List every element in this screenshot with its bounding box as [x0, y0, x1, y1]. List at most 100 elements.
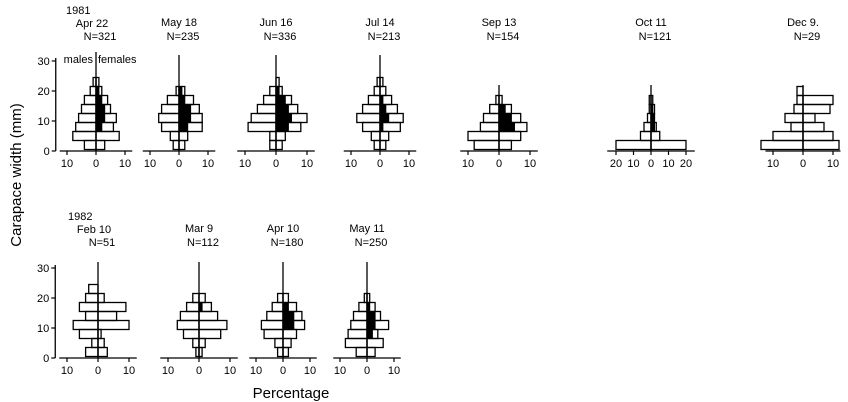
female-bar [282, 328, 298, 340]
year-label: 1982 [68, 211, 92, 223]
x-tick-label: 10 [202, 158, 214, 170]
n-label: N=121 [639, 31, 672, 43]
x-tick-label: 10 [767, 158, 779, 170]
x-tick-label: 10 [61, 158, 73, 170]
female-bar [366, 337, 384, 349]
histogram-panel: 10 0 10 Jun 16 N=336 [237, 17, 315, 170]
male-bar [182, 328, 200, 340]
female-bar [802, 103, 831, 115]
x-tick-label: 0 [800, 158, 806, 170]
y-tick-label: 0 [44, 146, 50, 158]
male-bar [192, 292, 200, 304]
female-berried-bar [178, 122, 189, 132]
x-tick-label: 10 [627, 158, 639, 170]
x-tick-label: 0 [273, 158, 279, 170]
male-bar [88, 283, 99, 295]
x-tick-label: 10 [403, 158, 415, 170]
histogram-panel: 10 0 10 Sep 13 N=154 [460, 17, 538, 170]
male-bar [266, 310, 284, 322]
year-label: 1981 [66, 5, 90, 17]
female-bar [802, 130, 834, 142]
y-tick-label: 10 [37, 323, 49, 335]
male-bar [166, 94, 180, 106]
male-bar [356, 112, 381, 124]
male-bar [790, 121, 804, 133]
male-bar [358, 301, 368, 313]
x-tick-label: 10 [462, 158, 474, 170]
female-berried-bar [498, 122, 515, 132]
male-bar [250, 112, 277, 124]
n-label: N=112 [187, 237, 219, 249]
x-tick-label: 10 [162, 365, 174, 377]
x-tick-label: 10 [224, 365, 236, 377]
x-tick-label: 10 [119, 158, 131, 170]
female-bar [97, 337, 105, 349]
y-tick-label: 10 [38, 116, 50, 128]
male-bar [80, 103, 97, 115]
female-bar [97, 346, 108, 358]
female-berried-bar [282, 302, 289, 312]
date-label: Sep 13 [482, 17, 517, 29]
female-bar [282, 292, 290, 304]
male-bar [370, 130, 381, 142]
male-bar [784, 112, 804, 124]
male-bar [84, 310, 99, 322]
male-bar [260, 319, 284, 331]
male-bar [75, 121, 97, 133]
y-tick-label: 30 [37, 263, 49, 275]
female-berried-bar [275, 122, 289, 132]
female-berried-bar [178, 95, 186, 105]
histogram-panel: 10 0 10 Dec 9. N=29 [760, 17, 841, 170]
male-bar [615, 139, 652, 151]
male-bar [263, 328, 284, 340]
x-tick-label: 10 [301, 158, 313, 170]
male-bar [192, 337, 200, 349]
female-berried-bar [95, 113, 106, 123]
male-bar [84, 346, 99, 358]
n-label: N=321 [84, 31, 117, 43]
male-bar [344, 337, 368, 349]
male-bar [473, 139, 500, 151]
date-label: Jul 14 [365, 17, 394, 29]
male-bar [72, 319, 99, 331]
male-bar [796, 94, 804, 106]
male-bar [89, 85, 97, 97]
x-tick-label: 10 [345, 158, 357, 170]
female-bar [282, 337, 292, 349]
female-bar [178, 130, 189, 142]
male-bar [373, 85, 381, 97]
female-berried-bar [366, 311, 376, 321]
female-bar [802, 94, 834, 106]
female-bar [198, 319, 228, 331]
x-tick-label: 10 [827, 158, 839, 170]
male-bar [274, 337, 284, 349]
male-bar [176, 319, 200, 331]
female-berried-bar [366, 329, 373, 339]
female-berried-bar [379, 113, 390, 123]
female-berried-bar [282, 320, 295, 330]
female-berried-bar [275, 113, 292, 123]
male-bar [352, 310, 368, 322]
female-bar [650, 139, 687, 151]
y-tick-label: 0 [43, 353, 49, 365]
female-bar [97, 310, 118, 322]
male-bar [479, 121, 500, 133]
female-bar [198, 337, 206, 349]
female-bar [650, 130, 661, 142]
histogram-panel: 20 10 0 10 20 Oct 11 N=121 [607, 17, 695, 170]
female-bar [802, 121, 825, 133]
x-tick-label: 0 [93, 158, 99, 170]
female-bar [178, 139, 186, 151]
male-bar [77, 112, 97, 124]
male-bar [160, 121, 180, 133]
date-label: May 18 [161, 17, 197, 29]
x-tick-label: 20 [680, 158, 692, 170]
male-bar [361, 121, 381, 133]
x-tick-label: 20 [610, 158, 622, 170]
x-tick-label: 10 [662, 158, 674, 170]
male-bar [269, 85, 277, 97]
female-berried-bar [498, 104, 506, 114]
female-bar [366, 346, 376, 358]
